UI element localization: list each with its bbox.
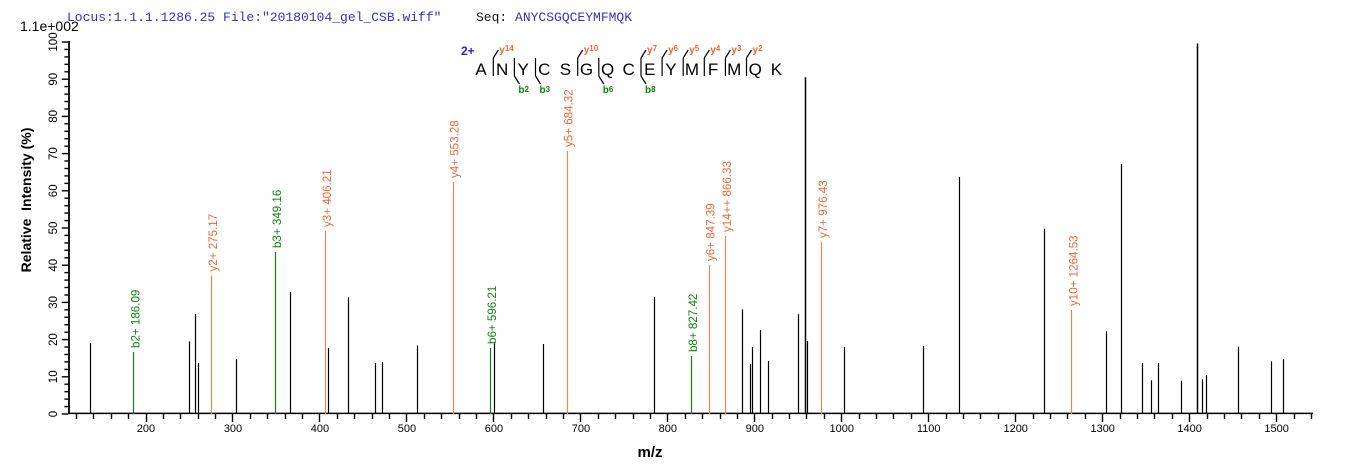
svg-text:20: 20: [48, 333, 60, 346]
svg-text:1300: 1300: [1090, 423, 1114, 435]
svg-text:y4+ 553.28: y4+ 553.28: [449, 120, 462, 178]
svg-text:y7+ 976.43: y7+ 976.43: [817, 180, 830, 238]
svg-text:60: 60: [48, 184, 60, 197]
svg-text:1500: 1500: [1264, 423, 1288, 435]
svg-text:y10: y10: [584, 44, 599, 56]
svg-text:70: 70: [48, 147, 60, 160]
svg-text:y2: y2: [753, 44, 764, 56]
svg-text:y5: y5: [689, 44, 700, 56]
svg-text:y3+ 406.21: y3+ 406.21: [321, 169, 334, 227]
svg-text:b2+ 186.09: b2+ 186.09: [129, 290, 142, 348]
svg-text:30: 30: [48, 296, 60, 309]
svg-text:1000: 1000: [830, 423, 854, 435]
svg-text:y6: y6: [668, 44, 679, 56]
svg-text:b6: b6: [603, 85, 614, 96]
svg-text:E: E: [644, 60, 655, 79]
svg-text:Locus:1.1.1.1286.25 File:"2018: Locus:1.1.1.1286.25 File:"20180104_gel_C…: [67, 10, 441, 25]
svg-text:b3: b3: [540, 85, 551, 96]
svg-text:40: 40: [48, 259, 60, 272]
svg-text:2+: 2+: [461, 44, 475, 58]
svg-text:M: M: [727, 60, 741, 79]
svg-text:y14: y14: [499, 44, 514, 56]
svg-text:C: C: [623, 60, 635, 79]
svg-text:100: 100: [48, 32, 60, 51]
svg-text:Y: Y: [518, 60, 529, 79]
svg-text:Y: Y: [665, 60, 676, 79]
svg-text:1.1e+002: 1.1e+002: [20, 18, 79, 34]
svg-text:b3+ 349.16: b3+ 349.16: [271, 190, 284, 248]
svg-text:S: S: [560, 60, 571, 79]
svg-text:900: 900: [746, 423, 764, 435]
svg-text:A: A: [475, 60, 487, 79]
svg-text:50: 50: [48, 222, 60, 235]
svg-text:N: N: [496, 60, 508, 79]
svg-text:Relative Intensity (%): Relative Intensity (%): [18, 128, 34, 273]
svg-text:m/z: m/z: [637, 444, 662, 461]
svg-text:y3: y3: [731, 44, 742, 56]
svg-text:1100: 1100: [917, 423, 941, 435]
svg-text:500: 500: [398, 423, 416, 435]
svg-text:y10+ 1264.53: y10+ 1264.53: [1067, 235, 1080, 306]
svg-text:y4: y4: [710, 44, 721, 56]
svg-text:M: M: [685, 60, 699, 79]
svg-text:C: C: [538, 60, 550, 79]
svg-text:600: 600: [485, 423, 503, 435]
svg-text:y2+ 275.17: y2+ 275.17: [207, 214, 220, 272]
svg-text:90: 90: [48, 73, 60, 86]
svg-text:b8: b8: [645, 85, 656, 96]
svg-text:b6+ 596.21: b6+ 596.21: [486, 286, 499, 344]
svg-text:1400: 1400: [1177, 423, 1201, 435]
svg-text:80: 80: [48, 110, 60, 123]
svg-text:G: G: [580, 60, 593, 79]
svg-text:700: 700: [572, 423, 590, 435]
svg-text:0: 0: [48, 411, 60, 417]
svg-text:y14++ 866.33: y14++ 866.33: [721, 161, 734, 232]
svg-text:1200: 1200: [1003, 423, 1027, 435]
svg-text:10: 10: [48, 370, 60, 383]
svg-text:y5+ 684.32: y5+ 684.32: [563, 89, 576, 147]
svg-text:200: 200: [137, 423, 155, 435]
svg-text:K: K: [771, 60, 783, 79]
svg-text:b8+ 827.42: b8+ 827.42: [687, 294, 700, 352]
svg-text:Q: Q: [601, 60, 614, 79]
svg-text:400: 400: [311, 423, 329, 435]
svg-text:b2: b2: [518, 85, 529, 96]
svg-text:F: F: [708, 60, 718, 79]
svg-text:y6+ 847.39: y6+ 847.39: [705, 203, 718, 261]
svg-text:800: 800: [659, 423, 677, 435]
svg-text:300: 300: [224, 423, 242, 435]
svg-text:y7: y7: [647, 44, 658, 56]
svg-text:Q: Q: [749, 60, 762, 79]
svg-text:Seq:ANYCSGQCEYMFMQK: Seq: ANYCSGQCEYMFMQK: [476, 10, 632, 25]
